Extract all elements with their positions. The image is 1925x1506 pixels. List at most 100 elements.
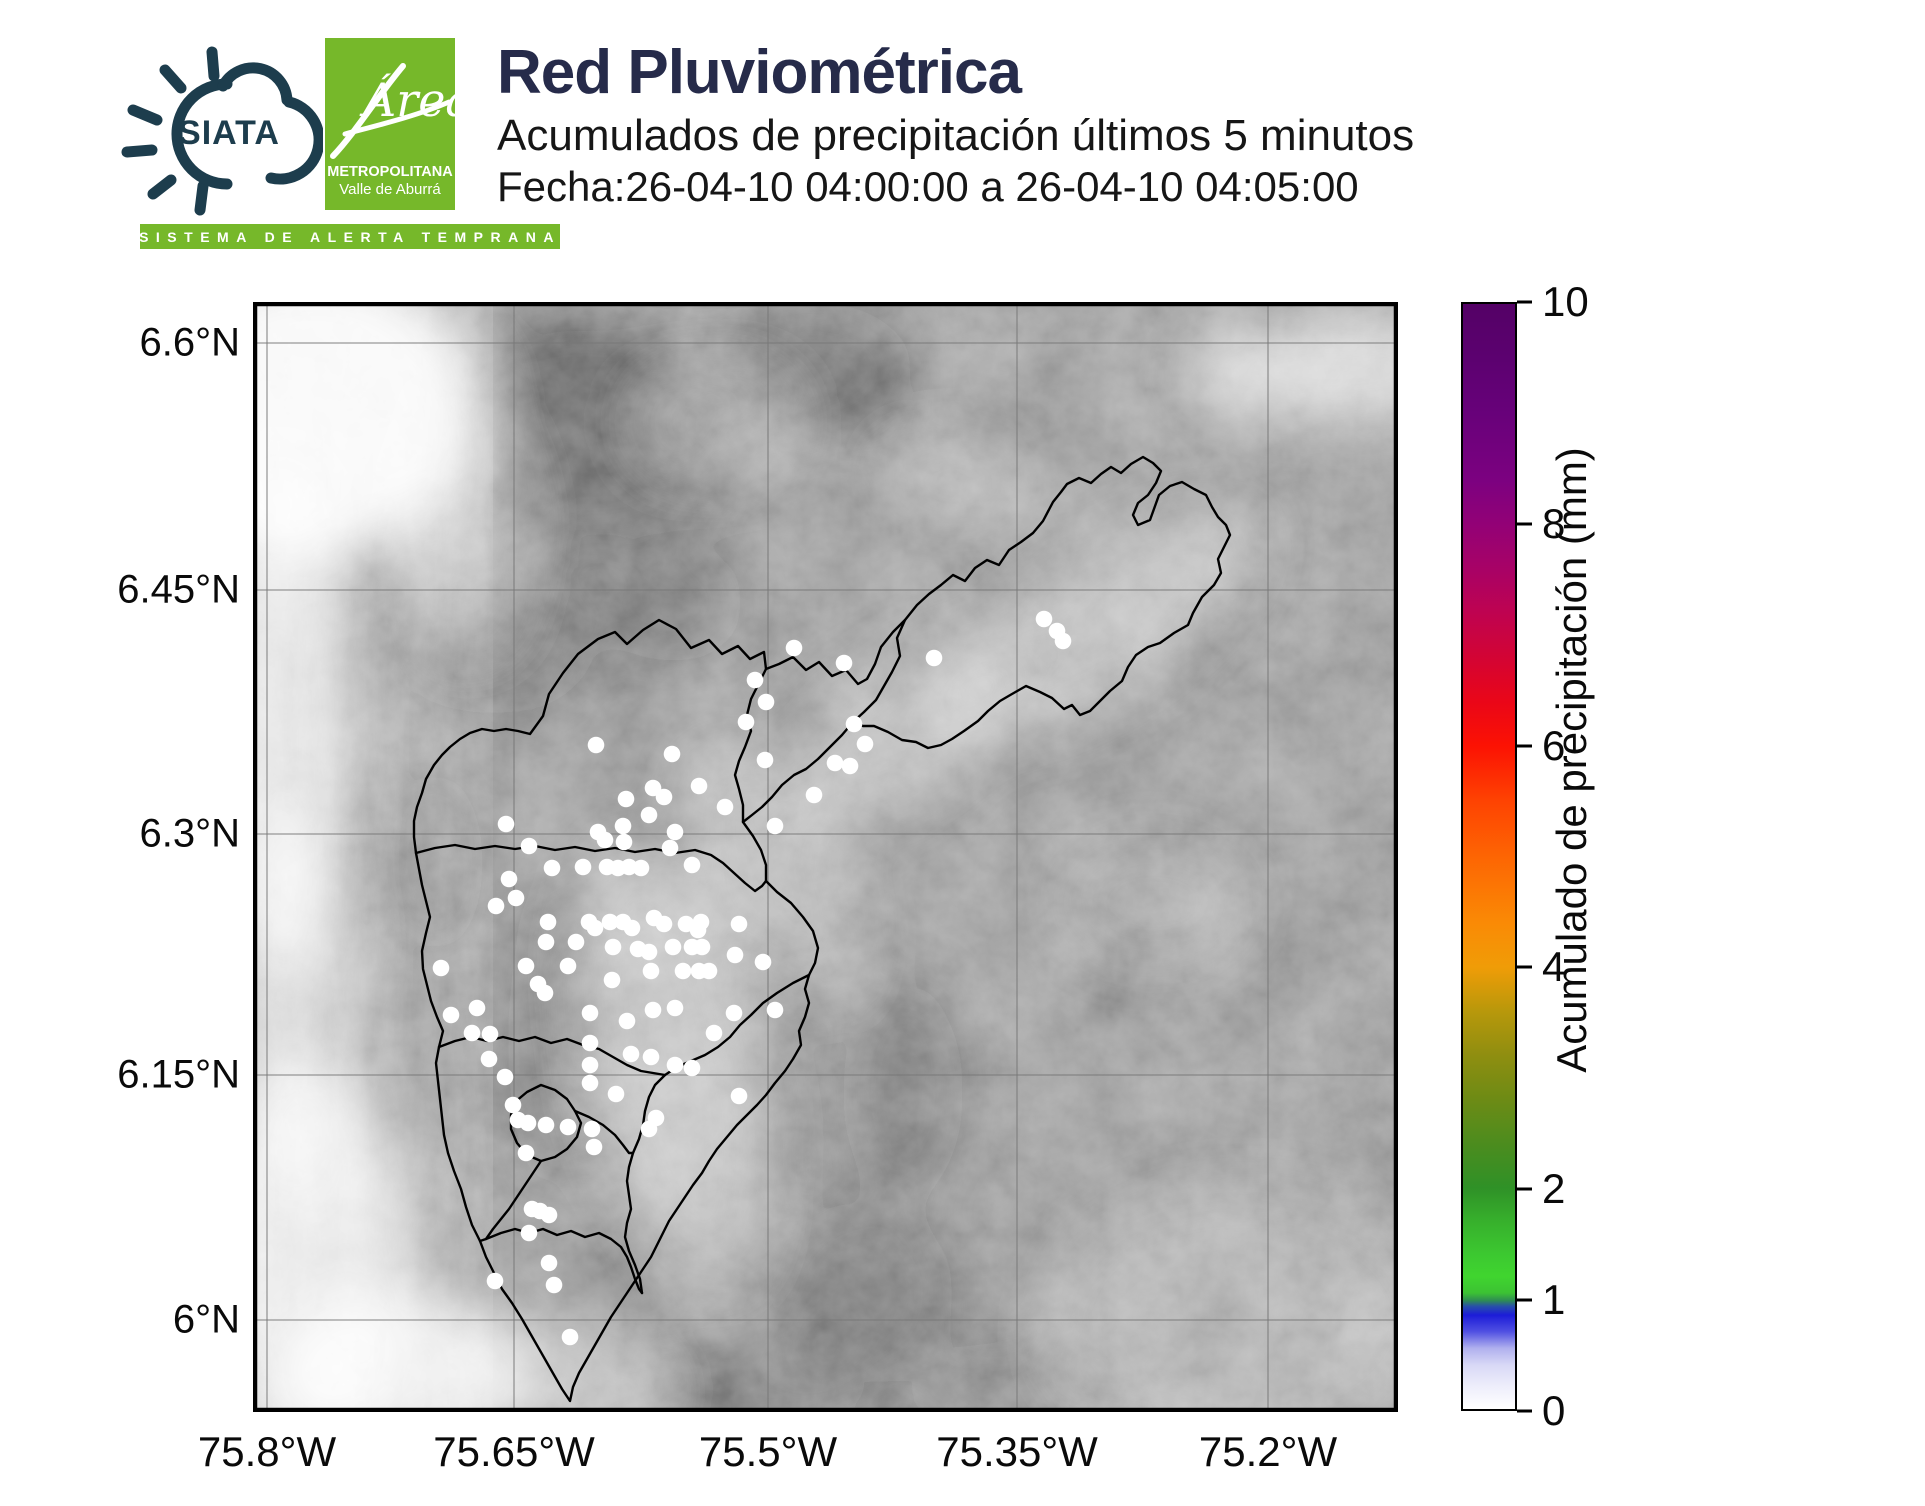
station-dot bbox=[925, 649, 943, 667]
station-dot bbox=[486, 1272, 504, 1290]
station-dot bbox=[664, 938, 682, 956]
station-dot bbox=[737, 713, 755, 731]
colorbar-tick bbox=[1517, 1187, 1532, 1191]
siata-wordmark: SIATA bbox=[178, 114, 280, 152]
station-dot bbox=[692, 913, 710, 931]
station-dot bbox=[567, 933, 585, 951]
station-dot bbox=[647, 1109, 665, 1127]
page-title: Red Pluviométrica bbox=[497, 38, 1022, 107]
station-dot bbox=[604, 938, 622, 956]
station-dot bbox=[644, 1001, 662, 1019]
x-tick-label: 75.8°W bbox=[197, 1428, 337, 1475]
colorbar-tick bbox=[1517, 744, 1532, 748]
y-tick-label: 6.3°N bbox=[139, 811, 241, 856]
station-dot bbox=[622, 1045, 640, 1063]
station-dot bbox=[583, 1120, 601, 1138]
station-dot bbox=[481, 1025, 499, 1043]
station-dot bbox=[716, 798, 734, 816]
area-line2: Valle de Aburrá bbox=[339, 181, 441, 198]
station-dot bbox=[603, 971, 621, 989]
station-dot bbox=[601, 913, 619, 931]
station-dot bbox=[559, 1118, 577, 1136]
station-dot bbox=[642, 962, 660, 980]
y-tick-label: 6.15°N bbox=[117, 1052, 240, 1097]
station-dot bbox=[561, 1328, 579, 1346]
y-tick-label: 6.6°N bbox=[139, 320, 241, 365]
terrain-map bbox=[253, 302, 1398, 1412]
station-dot bbox=[640, 943, 658, 961]
station-dot bbox=[517, 1144, 535, 1162]
graticule-grid bbox=[253, 302, 1398, 1412]
station-dot bbox=[620, 858, 638, 876]
station-dot bbox=[520, 837, 538, 855]
station-dot bbox=[726, 946, 744, 964]
municipality-boundary bbox=[623, 973, 811, 1295]
station-dot bbox=[539, 913, 557, 931]
station-dot bbox=[705, 1024, 723, 1042]
municipality-boundary bbox=[733, 667, 768, 824]
colorbar-tick-label: 2 bbox=[1542, 1165, 1566, 1213]
station-dot bbox=[607, 1085, 625, 1103]
station-dot bbox=[623, 919, 641, 937]
station-dot bbox=[496, 1068, 514, 1086]
station-dot bbox=[700, 962, 718, 980]
station-dot bbox=[585, 1138, 603, 1156]
colorbar-tick-label: 8 bbox=[1542, 499, 1566, 547]
y-tick-label: 6.45°N bbox=[117, 567, 240, 612]
station-dot bbox=[690, 777, 708, 795]
station-dot bbox=[757, 693, 775, 711]
station-dot bbox=[596, 831, 614, 849]
station-dot bbox=[545, 1276, 563, 1294]
station-dot bbox=[1054, 632, 1072, 650]
siata-banner: SISTEMA DE ALERTA TEMPRANA bbox=[139, 224, 561, 249]
x-tick-label: 75.35°W bbox=[936, 1428, 1098, 1475]
station-dot bbox=[766, 817, 784, 835]
station-dot bbox=[614, 817, 632, 835]
colorbar-tick-label: 1 bbox=[1542, 1276, 1566, 1324]
colorbar-axis-label: Acumulado de precipitación (mm) bbox=[1548, 447, 1595, 1073]
colorbar-tick bbox=[1517, 1409, 1532, 1413]
station-dot bbox=[581, 1056, 599, 1074]
station-dot bbox=[835, 654, 853, 672]
colorbar-tick-label: 10 bbox=[1542, 278, 1589, 325]
station-dot bbox=[537, 1116, 555, 1134]
colorbar-tick-label: 4 bbox=[1542, 943, 1566, 991]
x-tick-label: 75.5°W bbox=[698, 1428, 838, 1475]
colorbar-tick bbox=[1517, 965, 1532, 969]
banner-text: SISTEMA DE ALERTA TEMPRANA bbox=[139, 228, 561, 245]
station-dot bbox=[683, 1059, 701, 1077]
station-dot bbox=[559, 957, 577, 975]
station-dot bbox=[655, 788, 673, 806]
station-dot bbox=[520, 1224, 538, 1242]
station-dot bbox=[617, 790, 635, 808]
station-dot bbox=[666, 823, 684, 841]
date-range: Fecha:26-04-10 04:00:00 a 26-04-10 04:05… bbox=[497, 163, 1359, 211]
station-dot bbox=[442, 1006, 460, 1024]
station-dot bbox=[574, 858, 592, 876]
station-dot bbox=[756, 751, 774, 769]
station-dot bbox=[540, 1254, 558, 1272]
station-dot bbox=[754, 953, 772, 971]
terrain-dendrites-west bbox=[253, 302, 493, 1412]
station-dot bbox=[537, 933, 555, 951]
rain-gauge-stations bbox=[432, 610, 1072, 1346]
area-line1: METROPOLITANA bbox=[327, 164, 453, 180]
station-dot bbox=[507, 889, 525, 907]
station-dot bbox=[432, 959, 450, 977]
station-dot bbox=[644, 779, 662, 797]
station-dot bbox=[468, 999, 486, 1017]
area-logo-art: Área METROPOLITANA Valle de Aburrá bbox=[325, 38, 455, 210]
municipality-boundary bbox=[437, 1035, 667, 1077]
station-dot bbox=[504, 1096, 522, 1114]
station-dot bbox=[730, 1087, 748, 1105]
station-dot bbox=[540, 1206, 558, 1224]
station-dot bbox=[683, 856, 701, 874]
station-dot bbox=[581, 1074, 599, 1092]
station-dot bbox=[666, 999, 684, 1017]
municipality-boundary bbox=[478, 1159, 543, 1243]
station-dot bbox=[586, 919, 604, 937]
colorbar-tick-label: 0 bbox=[1542, 1387, 1566, 1434]
municipality-boundary bbox=[573, 1109, 635, 1155]
colorbar-tick bbox=[1517, 1298, 1532, 1302]
station-dot bbox=[845, 715, 863, 733]
